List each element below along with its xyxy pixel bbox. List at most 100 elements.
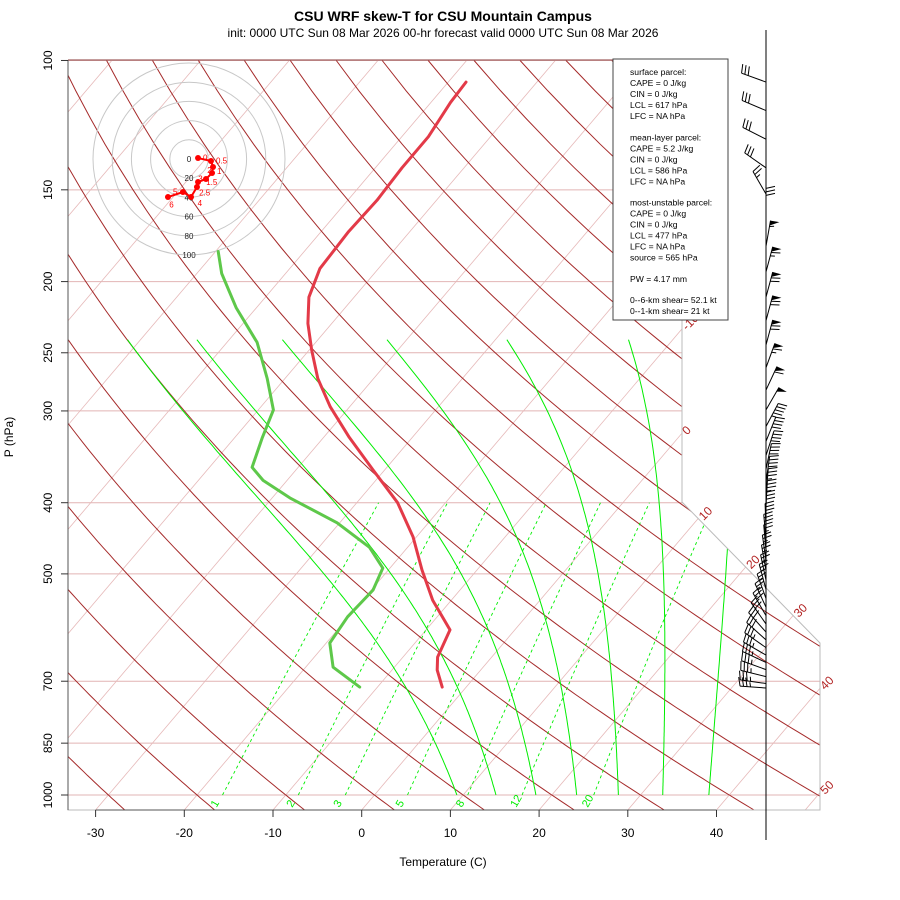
barb-full [774,409,784,413]
mixing-ratio-label: 1 [209,798,222,809]
barb-full [759,559,768,565]
barb-full [747,625,752,635]
barb-staff [758,564,767,590]
barb-pennant [771,272,782,277]
barb-staff [765,417,777,442]
wind-barb [752,586,767,616]
barb-full [772,348,783,351]
barb-half [767,478,772,480]
hodograph-point [193,184,200,191]
info-line: LCL = 617 hPa [630,100,687,110]
wind-barbs [738,30,788,840]
barb-staff [765,430,775,456]
barb-full [761,541,771,546]
barb-staff [765,220,772,247]
hodograph-ring [169,139,209,179]
barb-staff [756,573,767,599]
dry-adiabat [68,60,486,810]
wind-barb [746,614,767,641]
hodograph-ring-label: 100 [182,251,196,260]
barb-full [742,671,745,681]
barb-half [762,549,768,553]
barb-staff [764,503,767,530]
x-tick-label: -20 [176,826,194,840]
background-lines [68,60,820,810]
barb-full [765,189,776,193]
dry-adiabat [197,60,820,810]
hodograph-point-label: 2.5 [199,188,211,197]
isotherm [68,60,290,810]
dry-adiabat [152,60,820,810]
barb-staff [741,99,767,112]
profiles [216,80,468,689]
barb-staff [765,366,778,391]
hodograph-point [179,189,186,196]
barb-half [752,642,755,648]
barb-pennant [771,319,782,325]
barb-half [756,174,761,178]
barb-staff [741,72,767,83]
mixing-ratio-line [467,502,601,796]
temperature-profile [306,80,468,689]
barb-full [739,670,741,680]
barb-pennant [771,246,782,252]
y-tick-label: 400 [41,492,55,512]
barb-staff [742,126,767,140]
wind-barb [741,63,767,83]
moist-adiabat [386,339,578,796]
barb-full [764,518,774,522]
barb-staff [760,554,767,581]
barb-full [761,553,770,559]
wind-barb [765,430,784,456]
barb-full [744,652,747,662]
barb-full [765,489,776,493]
barb-staff [765,403,779,427]
barb-full [747,66,750,76]
isotherm [68,60,201,810]
isotherm [627,60,820,810]
barb-full [762,531,772,536]
y-tick-label: 100 [41,50,55,70]
info-line: CAPE = 5.2 J/kg [630,143,694,153]
moist-adiabat [196,339,497,796]
isotherm [360,60,820,810]
barb-full [765,192,776,196]
info-line: LFC = NA hPa [630,242,685,252]
barb-full [769,455,779,457]
barb-full [773,423,783,426]
barb-full [752,164,761,172]
mixing-ratio-line [222,502,379,796]
barb-full [765,504,775,508]
mixing-ratio-label: 5 [394,798,407,809]
barb-full [760,550,770,556]
barb-full [765,185,776,189]
barb-pennant [774,366,786,372]
barb-full [750,607,757,616]
wind-barb [764,500,775,530]
isotherm [68,60,467,810]
info-line: CIN = 0 J/kg [630,154,678,164]
barb-full [765,493,776,497]
chart-title: CSU WRF skew-T for CSU Mountain Campus [294,8,592,24]
isotherm [68,60,556,810]
barb-full [754,577,763,585]
x-tick-label: 30 [621,826,635,840]
barb-full [749,148,755,158]
barb-full [761,544,771,549]
barb-staff [748,612,767,633]
barb-half [771,415,777,418]
y-tick-label: 500 [41,564,55,584]
barb-staff [744,152,767,169]
barb-staff [744,632,767,649]
barb-full [748,93,751,104]
barb-pennant [771,295,782,301]
mixing-ratio-line [593,502,715,796]
barb-pennant [776,387,787,392]
y-tick-label: 250 [41,342,55,362]
mixing-ratio-line [521,502,650,796]
hodograph-ring-label: 80 [185,232,194,241]
barb-full [776,406,786,410]
hodograph-point [209,170,216,177]
